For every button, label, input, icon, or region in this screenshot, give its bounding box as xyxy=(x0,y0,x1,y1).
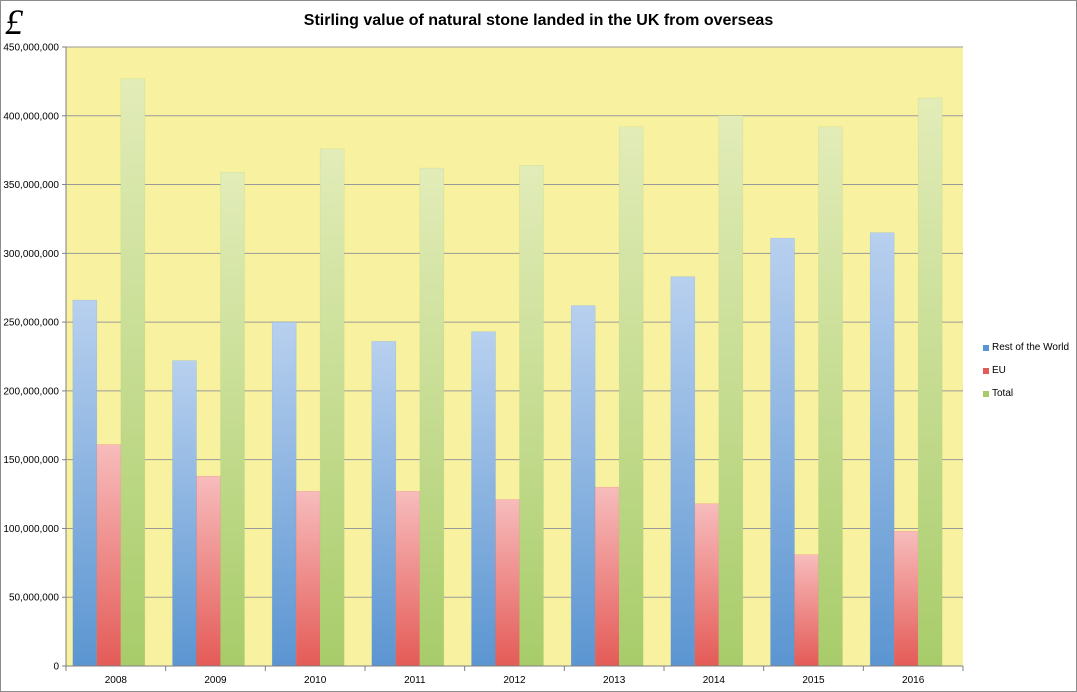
bar-eu-2009 xyxy=(196,475,221,667)
bar-eu-2010 xyxy=(295,491,321,667)
legend-swatch xyxy=(983,344,989,351)
x-tick-label: 2011 xyxy=(404,675,426,686)
x-tick-label: 2012 xyxy=(503,675,526,686)
y-tick-label: 100,000,000 xyxy=(3,524,59,535)
bar-rest-of-the-world-2010 xyxy=(271,321,297,667)
y-tick-label: 150,000,000 xyxy=(3,455,59,466)
bar-eu-2015 xyxy=(794,554,819,667)
y-tick-label: 0 xyxy=(53,662,59,673)
chart-title: Stirling value of natural stone landed i… xyxy=(303,12,774,29)
legend-item: Rest of the World xyxy=(983,336,1069,359)
x-tick-label: 2008 xyxy=(105,675,128,686)
legend-label: EU xyxy=(992,365,1006,376)
y-tick-label: 200,000,000 xyxy=(3,386,59,397)
y-tick-label: 250,000,000 xyxy=(3,318,59,329)
currency-symbol: £ xyxy=(5,2,23,42)
y-tick-label: 300,000,000 xyxy=(3,249,59,260)
bar-rest-of-the-world-2013 xyxy=(570,305,596,667)
legend-item: Total xyxy=(983,382,1069,405)
bar-eu-2013 xyxy=(594,486,620,667)
x-tick-label: 2009 xyxy=(204,675,227,686)
bar-total-2015 xyxy=(818,126,843,667)
legend-label: Rest of the World xyxy=(992,342,1070,353)
bar-rest-of-the-world-2009 xyxy=(172,360,197,667)
chart-legend: Rest of the World EU Total xyxy=(983,336,1069,405)
bar-total-2008 xyxy=(120,78,146,667)
bar-rest-of-the-world-2015 xyxy=(770,237,795,667)
y-tick-label: 400,000,000 xyxy=(3,111,59,122)
bar-eu-2014 xyxy=(694,503,720,667)
y-tick-label: 450,000,000 xyxy=(3,43,59,54)
legend-item: EU xyxy=(983,359,1069,382)
x-tick-label: 2010 xyxy=(304,675,327,686)
bar-total-2010 xyxy=(319,148,345,667)
x-tick-label: 2013 xyxy=(603,675,626,686)
bar-rest-of-the-world-2014 xyxy=(670,276,696,667)
bar-rest-of-the-world-2016 xyxy=(869,232,895,667)
bar-eu-2011 xyxy=(395,491,421,667)
y-tick-label: 350,000,000 xyxy=(3,180,59,191)
bar-total-2013 xyxy=(618,126,644,667)
x-tick-label: 2014 xyxy=(703,675,726,686)
legend-label: Total xyxy=(992,388,1014,399)
x-tick-label: 2015 xyxy=(802,675,825,686)
bar-total-2011 xyxy=(419,167,445,667)
legend-swatch xyxy=(983,390,989,397)
bar-rest-of-the-world-2011 xyxy=(371,341,397,667)
legend-swatch xyxy=(983,367,989,374)
bar-total-2016 xyxy=(917,97,943,667)
x-tick-label: 2016 xyxy=(902,675,925,686)
bar-total-2009 xyxy=(220,171,245,667)
bar-total-2012 xyxy=(519,165,544,667)
y-tick-label: 50,000,000 xyxy=(9,593,59,604)
bar-rest-of-the-world-2008 xyxy=(72,299,98,667)
bar-rest-of-the-world-2012 xyxy=(471,331,496,667)
bar-eu-2016 xyxy=(893,530,919,667)
bar-eu-2008 xyxy=(96,444,122,667)
bar-total-2014 xyxy=(718,115,744,667)
bar-eu-2012 xyxy=(495,499,520,667)
